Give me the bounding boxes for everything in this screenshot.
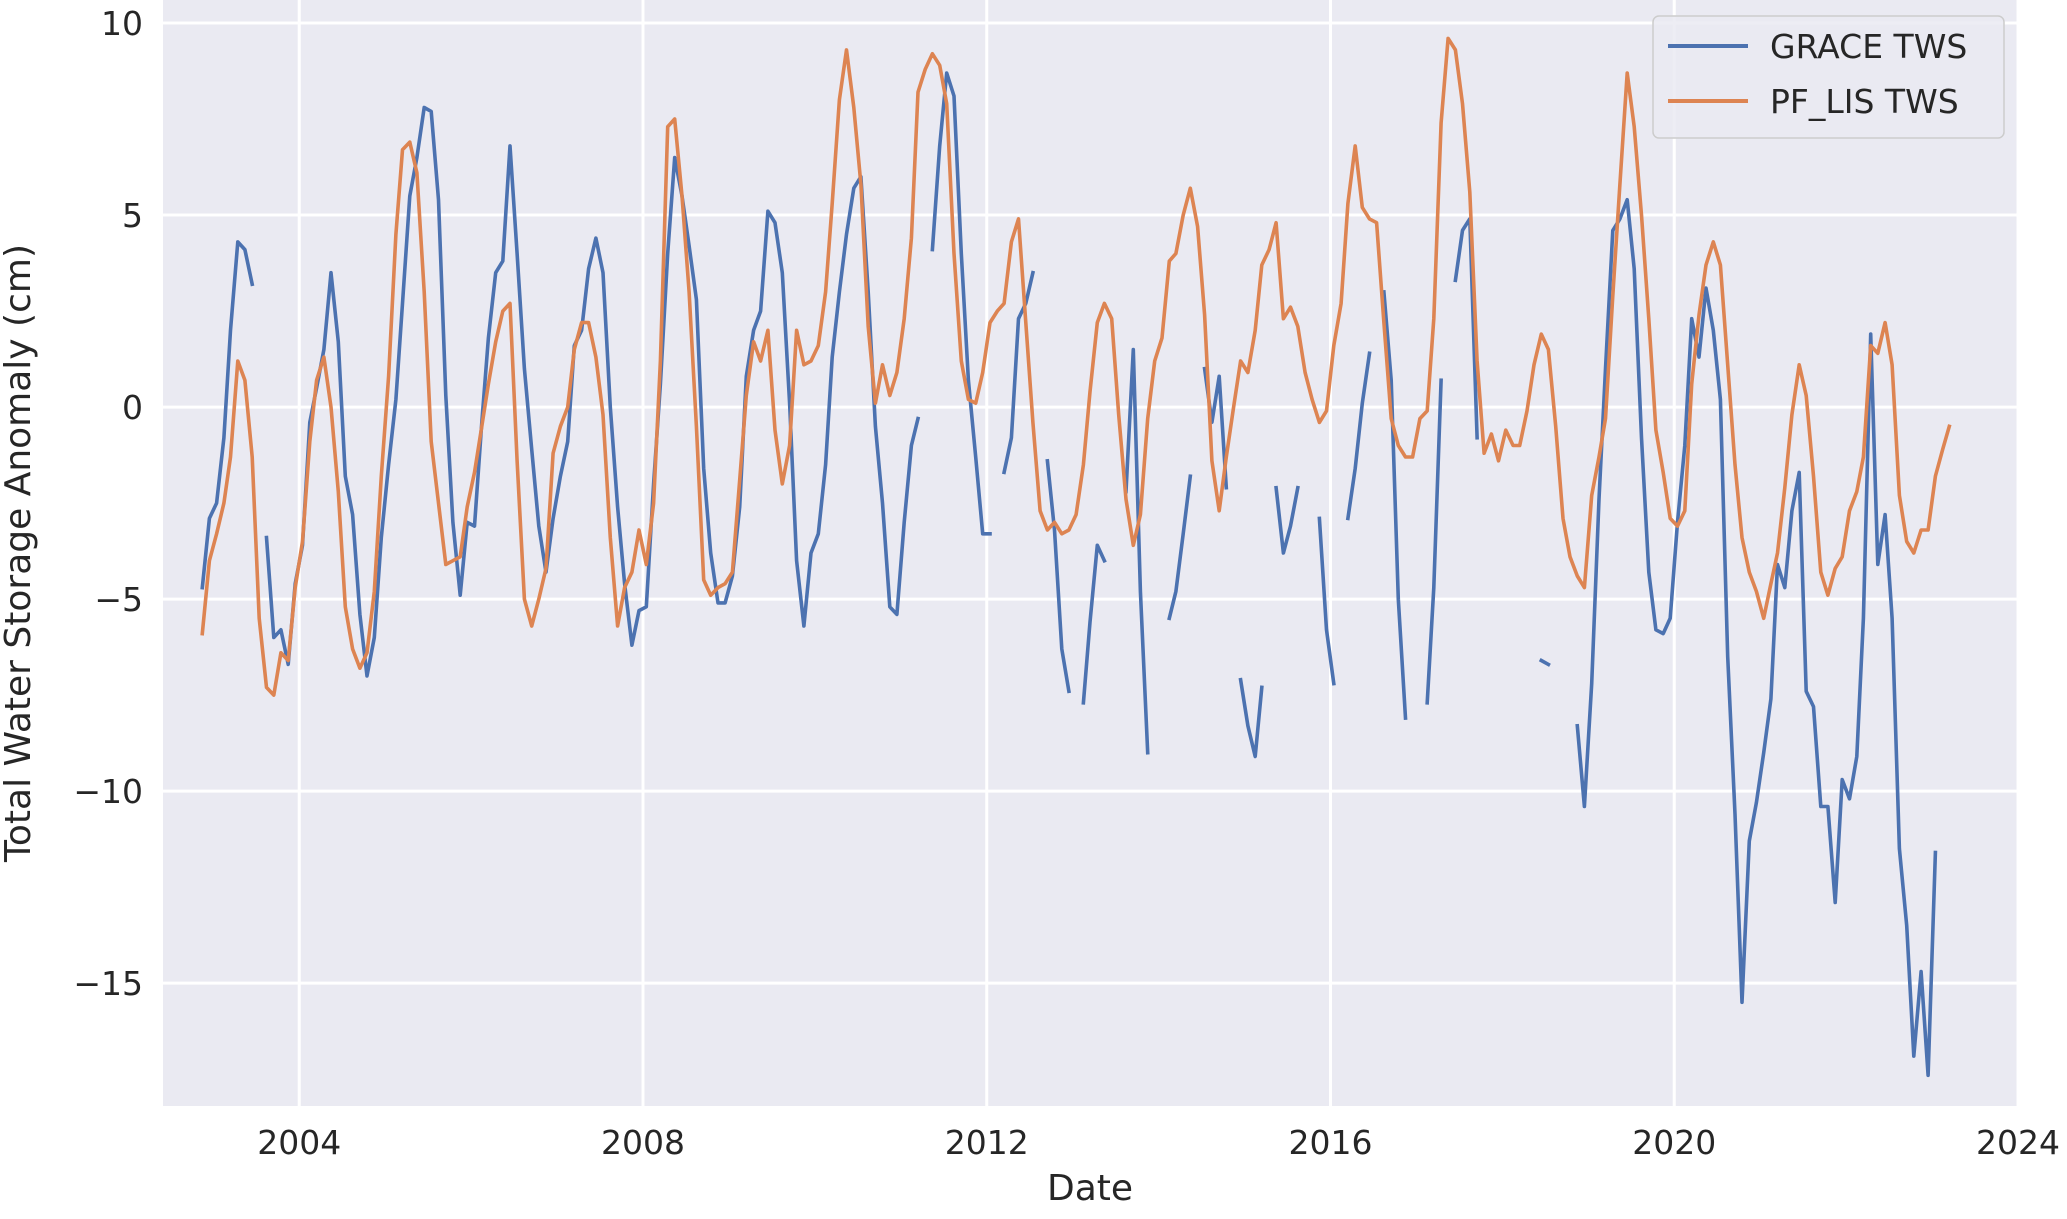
x-tick-label-2024: 2024 <box>1976 1123 2060 1162</box>
x-axis-label: Date <box>1047 1168 1133 1209</box>
legend-label-grace-tws: GRACE TWS <box>1770 27 1967 66</box>
plot-background <box>163 0 2018 1106</box>
y-tick-label-15: −15 <box>73 964 143 1003</box>
tick-labels: 2004 2008 2012 2016 2020 2024 10 5 0 −5 −10 −15 <box>73 4 2060 1162</box>
legend-label-pf-lis-tws: PF_LIS TWS <box>1770 82 1959 121</box>
y-axis-label: Total Water Storage Anomaly (cm) <box>0 244 39 863</box>
x-tick-label-2012: 2012 <box>945 1123 1029 1162</box>
series-line-grace-tws <box>200 71 1938 1078</box>
series-line-pf-lis-tws <box>200 36 1952 697</box>
x-tick-label-2008: 2008 <box>601 1123 685 1162</box>
x-tick-label-2004: 2004 <box>257 1123 341 1162</box>
y-tick-label-10: −10 <box>73 772 143 811</box>
x-tick-label-2020: 2020 <box>1632 1123 1716 1162</box>
legend: GRACE TWS PF_LIS TWS <box>1652 15 2005 139</box>
y-tick-label-0: 0 <box>122 388 143 427</box>
y-tick-label-5: 5 <box>122 196 143 235</box>
y-tick-label-10: 10 <box>101 4 143 43</box>
series-lines <box>200 36 1952 1078</box>
y-tick-label-5: −5 <box>94 580 143 619</box>
x-tick-label-2016: 2016 <box>1289 1123 1373 1162</box>
